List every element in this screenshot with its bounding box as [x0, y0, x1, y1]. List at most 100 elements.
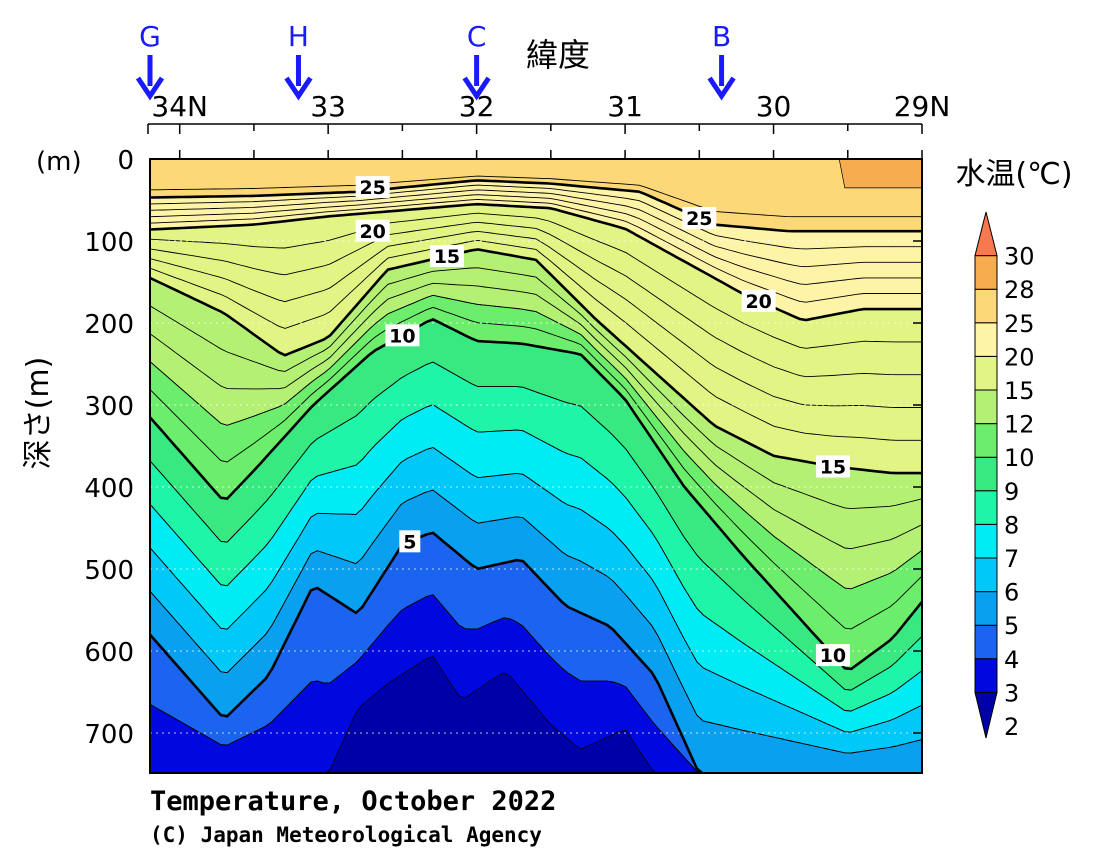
colorbar-tick-label: 7 [1004, 545, 1019, 573]
contour-label-bg-8 [815, 644, 850, 667]
isotherm-lines [150, 179, 922, 773]
colorbar-title: 水温(℃) [955, 157, 1072, 192]
depth-tick-label: 0 [117, 146, 134, 176]
colorbar-tick-label: 8 [1004, 511, 1019, 539]
contour-label-bg-7 [815, 455, 850, 478]
depth-tick-label: 300 [84, 392, 134, 422]
colorbar: 2 3 4 5 6 7 8 9 10 12 15 20 25 28 30 [974, 211, 1035, 741]
figure-caption: Temperature, October 2022 [150, 786, 556, 817]
isotherm-thin-24 [150, 184, 922, 250]
isotherm-thin-16 [150, 239, 922, 441]
station-label: C [467, 20, 487, 53]
isotherm-thin-22 [150, 194, 922, 285]
isotherm-thin-8 [150, 404, 922, 712]
colorbar-swatch [974, 490, 998, 525]
isotherm-thin-17 [150, 230, 922, 408]
x-axis-label: 緯度 [526, 36, 590, 74]
colorbar-swatch [974, 658, 998, 693]
lat-tick-label: 31 [607, 90, 643, 123]
colorbar-swatch [974, 624, 998, 660]
colorbar-swatch [974, 456, 998, 492]
isotherm-thin-6 [150, 489, 922, 754]
copyright-caption: (C) Japan Meteorological Agency [150, 823, 542, 847]
isotherm-25 [150, 179, 922, 233]
lat-tick-label: 33 [310, 90, 346, 123]
colorbar-swatch [974, 322, 998, 357]
contour-label-20: 20 [745, 291, 771, 313]
depth-tick-label: 700 [84, 720, 134, 750]
colorbar-swatch [974, 591, 998, 626]
lat-tick-label: 34N [151, 90, 208, 123]
station-arrow-head [284, 76, 313, 101]
contour-label-25: 25 [686, 208, 712, 230]
isotherm-thin-9 [150, 361, 922, 691]
contour-labels: 25 20 15 10 5 25 20 15 10 [355, 176, 850, 667]
depth-gridlines [150, 240, 922, 734]
contour-label-25: 25 [359, 177, 385, 199]
colorbar-tick-label: 12 [1004, 411, 1035, 439]
colorbar-swatch [974, 389, 998, 425]
depth-tick-label: 200 [84, 310, 134, 340]
colorbar-swatch [974, 557, 998, 593]
colorbar-tick-label: 20 [1004, 343, 1035, 371]
colorbar-swatch [974, 423, 998, 458]
color-layer-28 [838, 159, 922, 189]
station-marker-C: C [462, 20, 491, 101]
depth-tick-label: 600 [84, 638, 134, 668]
plot-frame [149, 158, 923, 774]
colorbar-swatch [974, 355, 998, 391]
isotherm-thin-21 [150, 198, 922, 303]
colorbar-swatch [974, 523, 998, 559]
colorbar-tick-label: 3 [1004, 679, 1019, 707]
depth-tick-label: 500 [84, 556, 134, 586]
isotherm-thin-13 [150, 282, 922, 550]
depth-tick-label: 100 [84, 228, 134, 258]
isotherm-thin-12 [150, 294, 922, 590]
contour-label-bg-6 [741, 289, 776, 312]
contour-label-10: 10 [820, 645, 846, 667]
station-arrow-head [707, 76, 736, 101]
contour-label-bg-5 [682, 207, 717, 230]
isotherm-20 [150, 202, 922, 322]
colorbar-tick-label: 28 [1004, 276, 1035, 304]
isotherm-thin-23 [150, 189, 922, 268]
station-label: G [139, 20, 161, 53]
lat-tick-label: 29N [894, 90, 951, 123]
isotherm-10 [150, 317, 922, 671]
colorbar-tick-label: 30 [1004, 243, 1035, 271]
y-unit-label: (m) [36, 147, 82, 177]
colorbar-tick-label: 4 [1004, 646, 1019, 674]
isotherm-15 [150, 248, 922, 475]
depth-ticks: 0 100 200 300 400 500 600 700 [84, 146, 922, 750]
y-axis-label: 深さ(m) [21, 357, 56, 470]
colorbar-swatch [974, 691, 998, 739]
colorbar-swatch [974, 288, 998, 324]
station-marker-B: B [707, 20, 736, 101]
isotherm-thin-18 [150, 221, 922, 378]
temperature-field [150, 159, 922, 773]
colorbar-tick-label: 25 [1004, 310, 1035, 338]
contour-label-bg-1 [355, 219, 390, 242]
colorbar-tick-label: 15 [1004, 377, 1035, 405]
isotherm-thin-11 [150, 306, 922, 630]
depth-tick-label: 400 [84, 474, 134, 504]
contour-label-5: 5 [403, 531, 416, 553]
contour-label-bg-3 [385, 324, 420, 347]
contour-label-bg-0 [355, 176, 390, 199]
isotherm-thin-19 [150, 212, 922, 349]
colorbar-tick-label: 2 [1004, 713, 1019, 741]
colorbar-tick-label: 10 [1004, 444, 1035, 472]
colorbar-tick-label: 5 [1004, 612, 1019, 640]
colorbar-swatch [974, 211, 998, 257]
isotherm-thin-4 [150, 594, 703, 773]
contour-label-bg-4 [399, 530, 421, 553]
contour-label-bg-2 [429, 245, 464, 268]
isotherm-thin-14 [150, 267, 922, 510]
colorbar-tick-label: 6 [1004, 579, 1019, 607]
station-arrow-head [462, 76, 491, 101]
station-marker-G: G [135, 20, 165, 101]
colorbar-tick-label: 9 [1004, 478, 1019, 506]
contour-label-10: 10 [389, 325, 415, 347]
